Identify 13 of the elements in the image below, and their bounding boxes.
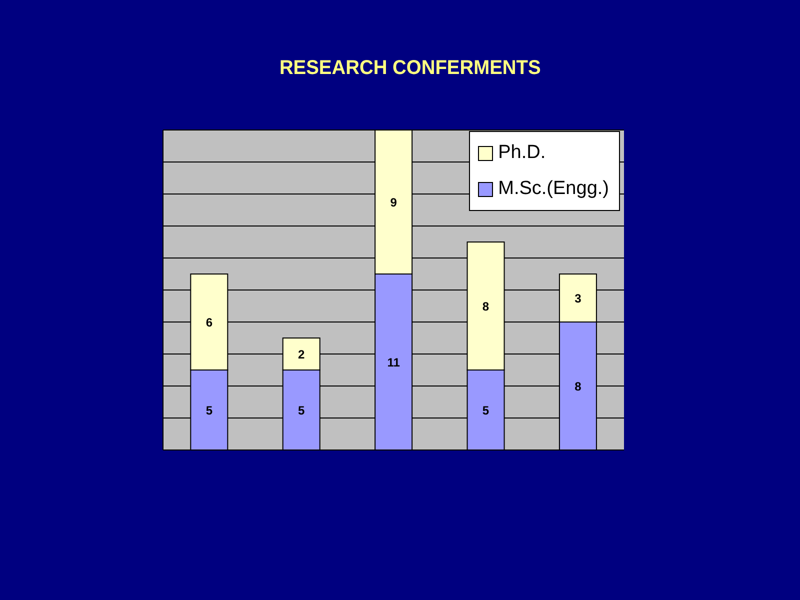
data-label: 5 (482, 403, 490, 418)
data-label: 8 (574, 379, 582, 394)
legend-label: Ph.D. (498, 142, 546, 164)
data-label: 3 (574, 291, 582, 306)
data-label: 6 (206, 315, 213, 330)
data-label: 8 (482, 299, 490, 314)
data-label: 9 (390, 195, 398, 210)
data-label: 5 (206, 403, 213, 418)
data-label: 11 (387, 355, 400, 370)
data-label: 5 (298, 403, 306, 418)
chart-title: RESEARCH CONFERMENTS (279, 57, 541, 80)
data-label: 2 (298, 347, 306, 362)
legend-label: M.Sc.(Engg.) (498, 178, 609, 200)
